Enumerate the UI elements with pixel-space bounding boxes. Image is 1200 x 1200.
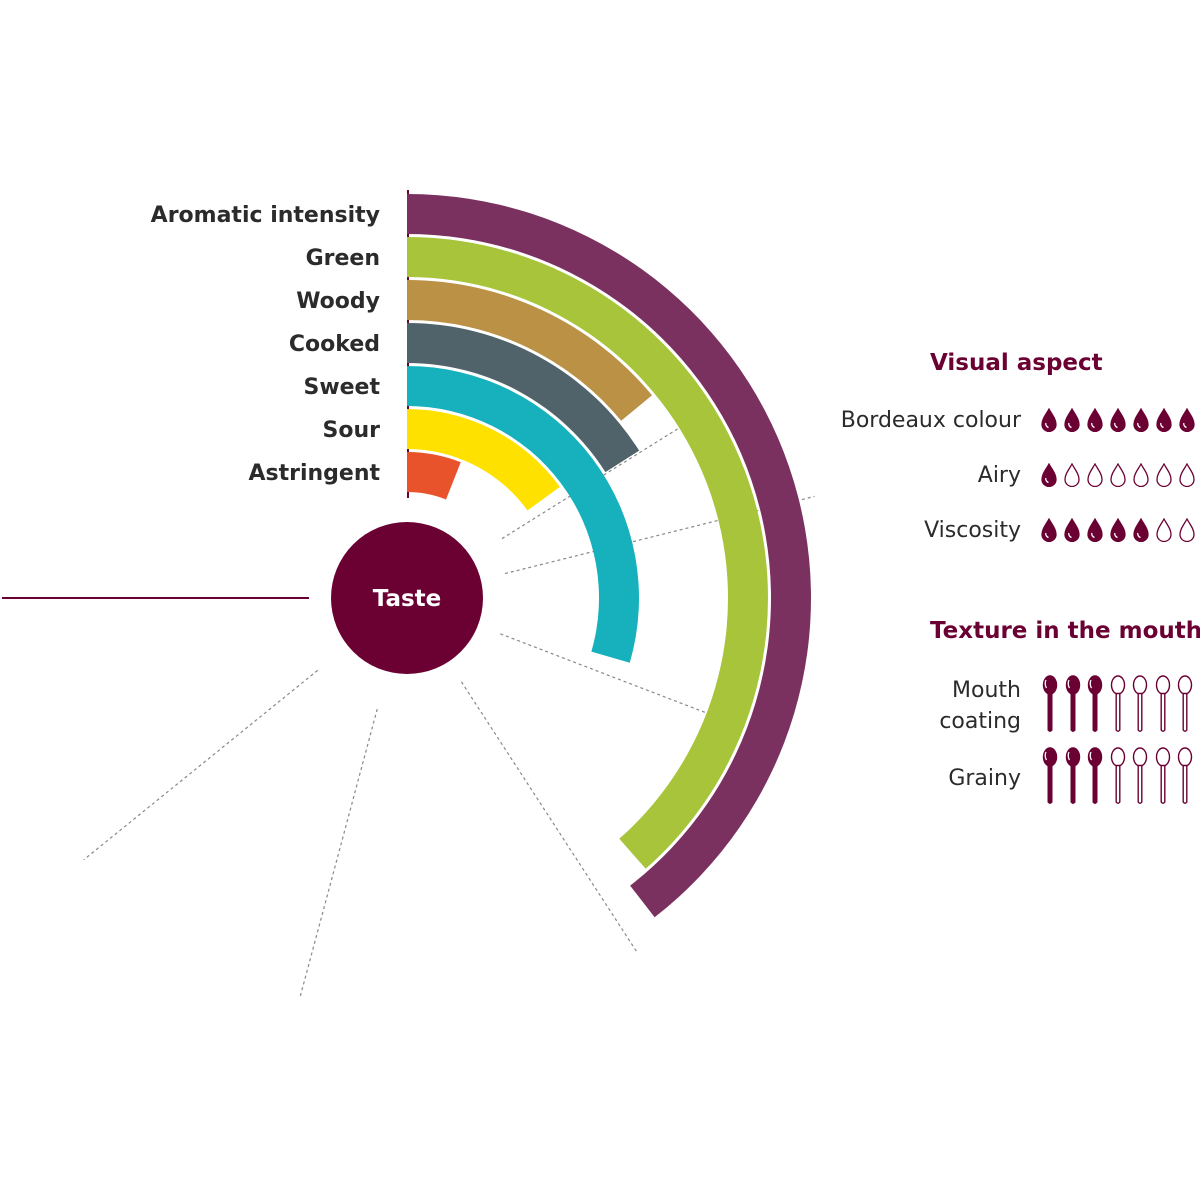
drop-icon (1086, 518, 1104, 542)
arc-sweet (407, 366, 640, 663)
spoon-icon (1065, 675, 1081, 733)
spoon-icon (1065, 747, 1081, 805)
spoon-icon (1155, 747, 1171, 805)
label-woody: Woody (296, 289, 380, 314)
texture-row-label-line1: Mouth (952, 678, 1021, 703)
arc-cooked (407, 323, 640, 473)
drop-icon (1086, 463, 1104, 487)
spoon-icon (1087, 747, 1103, 805)
drop-icon (1063, 518, 1081, 542)
spoon-icon (1155, 675, 1171, 733)
spoon-icon (1042, 675, 1058, 733)
drop-icon (1132, 463, 1150, 487)
arc-sour (407, 409, 560, 511)
arc-aromatic-intensity (407, 194, 811, 918)
drop-icon (1109, 518, 1127, 542)
spoon-icon (1110, 747, 1126, 805)
spoon-icon (1132, 675, 1148, 733)
drop-icon (1086, 408, 1104, 432)
drop-icon (1132, 518, 1150, 542)
spoon-icon (1042, 747, 1058, 805)
guide-line-5 (299, 708, 378, 1000)
visual-aspect-row-label: Airy (977, 463, 1021, 488)
attribute-labels: Aromatic intensity Green Woody Cooked Sweet S… (151, 203, 381, 486)
texture-row-label: Grainy (701, 763, 1021, 794)
texture-row-label: Mouth coating (701, 675, 1021, 737)
intensity-arcs (407, 194, 811, 918)
drop-icon (1109, 408, 1127, 432)
drop-icon (1155, 463, 1173, 487)
drop-icon (1178, 518, 1196, 542)
label-sweet: Sweet (303, 375, 380, 400)
visual-aspect-row-label: Bordeaux colour (840, 408, 1021, 433)
arc-astringent (407, 452, 461, 500)
drop-icon (1155, 518, 1173, 542)
arc-green (407, 237, 768, 869)
guide-line-6 (83, 669, 319, 861)
drop-icon (1040, 408, 1058, 432)
texture-row-label-line1: Grainy (948, 766, 1021, 791)
drop-icon (1063, 463, 1081, 487)
label-cooked: Cooked (289, 332, 380, 357)
drop-icon (1132, 408, 1150, 432)
texture-title: Texture in the mouth (930, 618, 1200, 644)
spoon-icon (1177, 747, 1193, 805)
label-aromatic-intensity: Aromatic intensity (151, 203, 380, 228)
texture-row-label-line2: coating (939, 709, 1021, 734)
spoon-icon (1110, 675, 1126, 733)
label-green: Green (306, 246, 380, 271)
guide-line-4 (460, 681, 639, 954)
visual-aspect-title: Visual aspect (930, 350, 1103, 376)
drop-icon (1178, 463, 1196, 487)
spoon-icon (1132, 747, 1148, 805)
drop-icon (1155, 408, 1173, 432)
taste-center-circle (331, 522, 483, 674)
drop-icon (1040, 463, 1058, 487)
drop-icon (1109, 463, 1127, 487)
spoon-icon (1177, 675, 1193, 733)
arc-woody (407, 280, 653, 421)
label-astringent: Astringent (248, 461, 380, 486)
drop-icon (1178, 408, 1196, 432)
visual-aspect-row-label: Viscosity (924, 518, 1021, 543)
taste-center-label: Taste (373, 586, 442, 612)
spoon-icon (1087, 675, 1103, 733)
drop-icon (1063, 408, 1081, 432)
drop-icon (1040, 518, 1058, 542)
label-sour: Sour (323, 418, 381, 443)
